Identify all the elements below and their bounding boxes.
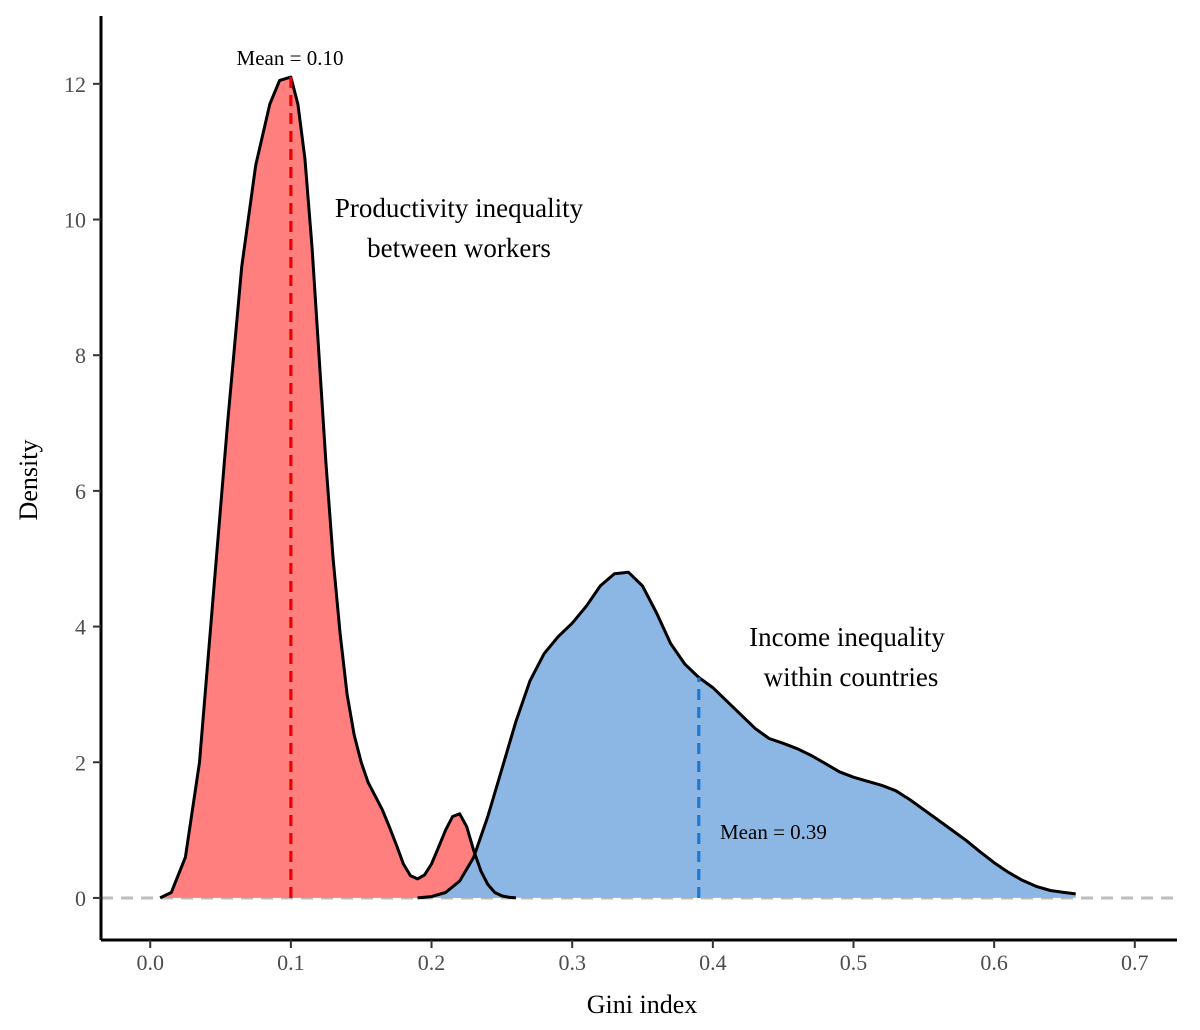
x-tick-label: 0.1 xyxy=(277,950,305,975)
productivity-density-curve xyxy=(159,75,517,900)
income-series-label-line1: Income inequality xyxy=(749,622,945,652)
y-tick-label: 0 xyxy=(75,886,86,911)
x-axis-title: Gini index xyxy=(587,990,698,1019)
income-density-area xyxy=(417,572,1076,898)
x-tick-label: 0.5 xyxy=(840,950,868,975)
productivity-series-label-line1: Productivity inequality xyxy=(335,193,584,223)
y-tick-label: 8 xyxy=(75,343,86,368)
y-tick-label: 12 xyxy=(64,72,86,97)
income-mean-label: Mean = 0.39 xyxy=(720,820,827,844)
x-tick-label: 0.4 xyxy=(699,950,727,975)
income-series-label-line2: within countries xyxy=(764,662,939,692)
productivity-series-label-line2: between workers xyxy=(367,233,551,263)
productivity-density-area xyxy=(160,77,516,898)
annotation-layer: Productivity inequality between workers … xyxy=(14,46,945,1019)
x-tick-label: 0.7 xyxy=(1121,950,1149,975)
y-tick-label: 6 xyxy=(75,479,86,504)
income-density-curve xyxy=(417,570,1076,900)
plot-layer: 0.0 0.1 0.2 0.3 0.4 0.5 0.6 0.7 0 2 4 6 8 10 12 xyxy=(64,16,1177,975)
productivity-mean-label: Mean = 0.10 xyxy=(237,46,344,70)
y-tick-label: 2 xyxy=(75,750,86,775)
y-axis-title: Density xyxy=(14,440,43,521)
x-tick-label: 0.0 xyxy=(136,950,164,975)
x-tick-label: 0.6 xyxy=(980,950,1008,975)
y-tick-label: 4 xyxy=(75,615,86,640)
y-tick-label: 10 xyxy=(64,208,86,233)
x-tick-label: 0.2 xyxy=(418,950,446,975)
x-tick-label: 0.3 xyxy=(558,950,586,975)
